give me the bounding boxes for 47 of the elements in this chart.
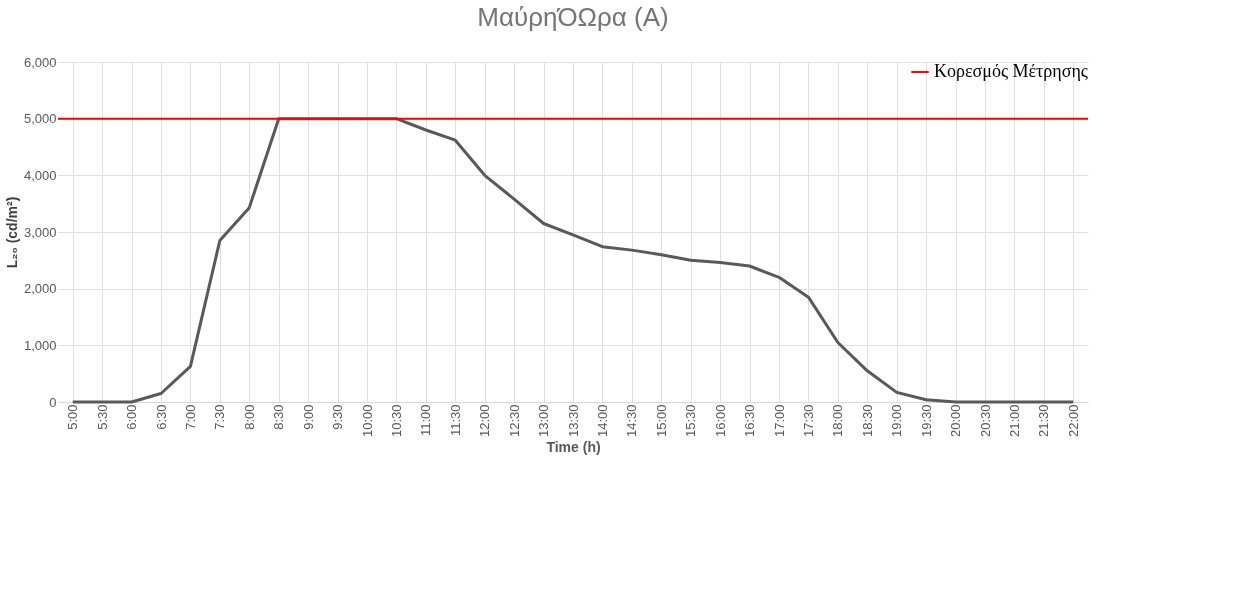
y-tick-label: 2,000 [23, 281, 57, 297]
y-tick-label: 0 [49, 394, 57, 410]
x-tick-label: 14:00 [594, 404, 610, 438]
x-tick-label: 13:00 [536, 404, 552, 438]
x-tick-label: 15:30 [683, 404, 699, 438]
x-tick-label: 6:00 [124, 404, 140, 430]
x-tick-label: 10:00 [359, 404, 375, 438]
x-axis-title: Time (h) [546, 439, 601, 456]
x-tick-label: 19:00 [889, 404, 905, 438]
x-tick-label: 16:00 [712, 404, 728, 438]
x-tick-label: 8:00 [241, 404, 257, 430]
x-tick-label: 8:30 [271, 404, 287, 430]
x-tick-label: 11:00 [418, 404, 434, 437]
legend-label: Κορεσμός Μέτρησης [934, 61, 1088, 81]
x-tick-label: 20:30 [977, 404, 993, 438]
x-tick-label: 7:00 [182, 404, 198, 430]
y-tick-label: 5,000 [23, 111, 57, 127]
y-tick-label: 4,000 [23, 167, 57, 183]
y-tick-label: 3,000 [23, 224, 57, 240]
y-tick-label: 1,000 [23, 337, 57, 353]
x-tick-label: 13:30 [565, 404, 581, 438]
x-tick-label: 5:00 [65, 404, 81, 430]
x-tick-label: 21:00 [1006, 404, 1022, 438]
x-tick-label: 14:30 [624, 404, 640, 438]
x-tick-label: 18:30 [859, 404, 875, 438]
x-tick-label: 5:30 [94, 404, 110, 430]
x-tick-label: 11:30 [447, 404, 463, 437]
x-tick-label: 16:30 [742, 404, 758, 438]
y-axis-title: L₂₀ (cd/m²) [3, 196, 20, 269]
x-tick-label: 12:00 [477, 404, 493, 438]
x-tick-label: 17:30 [800, 404, 816, 438]
line-series [71, 117, 1075, 404]
x-tick-label: 17:00 [771, 404, 787, 438]
x-tick-label: 7:30 [212, 404, 228, 430]
x-tick-label: 20:00 [948, 404, 964, 438]
x-tick-label: 6:30 [153, 404, 169, 430]
x-tick-label: 19:30 [918, 404, 934, 438]
x-tick-label: 12:30 [506, 404, 522, 438]
y-tick-label: 6,000 [23, 54, 57, 70]
x-tick-label: 9:30 [330, 404, 346, 430]
chart-title: ΜαύρηΌΩρα (A) [477, 2, 669, 32]
x-tick-label: 21:30 [1036, 404, 1052, 438]
x-tick-label: 15:00 [653, 404, 669, 438]
x-tick-label: 10:30 [388, 404, 404, 438]
x-tick-label: 22:00 [1065, 404, 1081, 438]
x-tick-label: 18:00 [830, 404, 846, 438]
x-tick-label: 9:00 [300, 404, 316, 430]
